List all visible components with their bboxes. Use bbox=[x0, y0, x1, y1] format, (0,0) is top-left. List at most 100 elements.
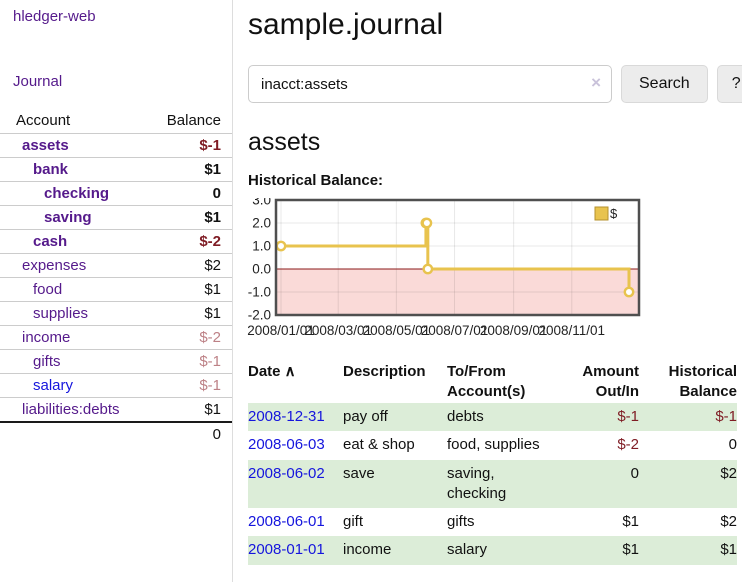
account-balance: $-1 bbox=[150, 349, 232, 374]
transaction-amount: $1 bbox=[622, 541, 639, 559]
transaction-amount: $-1 bbox=[617, 408, 639, 425]
transaction-date-link[interactable]: 2008-06-02 bbox=[248, 464, 325, 482]
account-row: gifts $-1 bbox=[0, 349, 232, 374]
account-link[interactable]: gifts bbox=[33, 353, 61, 370]
main-content: sample.journal × Search ? assets Histori… bbox=[233, 0, 742, 582]
register-tbody: 2008-12-31 pay off debts $-1 $-1 2008-06-03 ea… bbox=[248, 403, 737, 565]
column-header-accounts: To/From Account(s) bbox=[447, 363, 526, 400]
transaction-row: 2008-01-01 income salary $1 $1 bbox=[248, 536, 737, 565]
register-header-row: Date ∧ Description To/From Account(s) Amount… bbox=[248, 360, 737, 403]
sort-asc-icon: ∧ bbox=[280, 363, 296, 380]
account-link[interactable]: salary bbox=[33, 377, 74, 394]
svg-text:2008/03/01: 2008/03/01 bbox=[304, 323, 372, 338]
account-row: bank $1 bbox=[0, 157, 232, 182]
transaction-accounts: debts bbox=[447, 408, 484, 425]
svg-text:2008/05/01: 2008/05/01 bbox=[363, 323, 431, 338]
account-row: expenses $2 bbox=[0, 253, 232, 278]
account-balance: $1 bbox=[150, 301, 232, 326]
transaction-row: 2008-12-31 pay off debts $-1 $-1 bbox=[248, 403, 737, 432]
transaction-accounts: salary bbox=[447, 541, 488, 559]
search-row: × Search ? bbox=[248, 65, 742, 103]
account-link[interactable]: bank bbox=[33, 161, 69, 178]
svg-text:1.0: 1.0 bbox=[252, 239, 271, 254]
transaction-accounts: saving, checking bbox=[447, 464, 507, 502]
account-balance: $1 bbox=[150, 205, 232, 230]
transaction-row: 2008-06-02 save saving, checking 0 $2 bbox=[248, 459, 737, 508]
clear-search-icon[interactable]: × bbox=[591, 73, 601, 92]
historical-balance-chart: $3.0 2.0 1.0 0.0 -1.0 -2.02008/01/012008/03/0… bbox=[247, 198, 641, 338]
accounts-total: 0 bbox=[150, 421, 232, 446]
svg-text:2008/11/01: 2008/11/01 bbox=[539, 323, 606, 338]
account-link[interactable]: cash bbox=[33, 233, 68, 250]
transaction-row: 2008-06-03 eat & shop food, supplies $-2 0 bbox=[248, 431, 737, 459]
account-balance: $1 bbox=[150, 397, 232, 422]
account-row: checking 0 bbox=[0, 181, 232, 206]
account-balance: $1 bbox=[150, 157, 232, 182]
column-header-balance: Historical Balance bbox=[668, 363, 737, 400]
app-title-link[interactable]: hledger-web bbox=[13, 8, 96, 25]
transaction-accounts: food, supplies bbox=[447, 436, 540, 454]
transaction-description: eat & shop bbox=[343, 436, 415, 454]
account-link[interactable]: expenses bbox=[22, 257, 87, 274]
transaction-date-link[interactable]: 2008-06-01 bbox=[248, 513, 325, 530]
transaction-description: gift bbox=[343, 513, 364, 530]
accounts-table: Account Balance assets $-1 bank $1 checking 0… bbox=[0, 109, 232, 446]
journal-nav-link[interactable]: Journal bbox=[13, 73, 63, 90]
transaction-description: save bbox=[343, 464, 375, 482]
svg-text:2.0: 2.0 bbox=[252, 216, 271, 231]
account-balance: $1 bbox=[150, 277, 232, 302]
transaction-row: 2008-06-01 gift gifts $1 $2 bbox=[248, 508, 737, 536]
register-table: Date ∧ Description To/From Account(s) Amount… bbox=[248, 360, 737, 565]
sidebar-nav: Journal bbox=[13, 73, 232, 90]
transaction-balance: $2 bbox=[720, 513, 737, 530]
svg-text:2008/07/01: 2008/07/01 bbox=[421, 323, 489, 338]
account-balance: $-2 bbox=[150, 229, 232, 254]
historical-balance-label: Historical Balance: bbox=[248, 172, 384, 189]
svg-text:2008/09/01: 2008/09/01 bbox=[480, 323, 548, 338]
svg-text:-1.0: -1.0 bbox=[248, 285, 271, 300]
help-button[interactable]: ? bbox=[716, 65, 742, 103]
svg-text:2008/01/01: 2008/01/01 bbox=[247, 323, 315, 338]
column-header-date[interactable]: Date ∧ bbox=[248, 363, 296, 380]
search-button[interactable]: Search bbox=[621, 65, 708, 103]
account-link[interactable]: supplies bbox=[33, 305, 89, 322]
account-link[interactable]: income bbox=[22, 329, 71, 346]
svg-text:$: $ bbox=[610, 206, 618, 221]
account-row: saving $1 bbox=[0, 205, 232, 230]
account-row: assets $-1 bbox=[0, 133, 232, 158]
search-input[interactable] bbox=[248, 65, 612, 103]
transaction-date-link[interactable]: 2008-01-01 bbox=[248, 541, 325, 559]
sidebar: hledger-web Journal Account Balance asse… bbox=[0, 0, 233, 582]
column-header-description: Description bbox=[343, 363, 426, 380]
page-title: sample.journal bbox=[248, 8, 444, 41]
account-row: cash $-2 bbox=[0, 229, 232, 254]
accounts-total-row: 0 bbox=[0, 421, 232, 446]
transaction-description: income bbox=[343, 541, 392, 559]
transaction-balance: $2 bbox=[720, 464, 737, 482]
svg-text:3.0: 3.0 bbox=[252, 198, 271, 208]
balance-column-header: Balance bbox=[166, 112, 221, 129]
account-link[interactable]: checking bbox=[44, 185, 110, 202]
account-link[interactable]: saving bbox=[44, 209, 92, 226]
account-row: supplies $1 bbox=[0, 301, 232, 326]
account-balance: $2 bbox=[150, 253, 232, 278]
transaction-balance: $-1 bbox=[715, 408, 737, 425]
account-link[interactable]: food bbox=[33, 281, 63, 298]
transaction-description: pay off bbox=[343, 408, 388, 425]
transaction-balance: 0 bbox=[728, 436, 737, 454]
account-balance: $-2 bbox=[150, 325, 232, 350]
transaction-amount: $-2 bbox=[617, 436, 639, 454]
account-row: food $1 bbox=[0, 277, 232, 302]
account-row: income $-2 bbox=[0, 325, 232, 350]
account-heading: assets bbox=[248, 128, 321, 156]
accounts-tbody: assets $-1 bank $1 checking 0 saving $1 cash $-2 e… bbox=[0, 133, 232, 422]
svg-text:0.0: 0.0 bbox=[252, 262, 271, 277]
transaction-date-link[interactable]: 2008-12-31 bbox=[248, 408, 325, 425]
account-link[interactable]: assets bbox=[22, 137, 69, 154]
column-header-amount: Amount Out/In bbox=[582, 363, 639, 400]
transaction-date-link[interactable]: 2008-06-03 bbox=[248, 436, 325, 454]
account-balance: $-1 bbox=[150, 373, 232, 398]
account-link[interactable]: liabilities:debts bbox=[22, 401, 120, 418]
transaction-amount: $1 bbox=[622, 513, 639, 530]
